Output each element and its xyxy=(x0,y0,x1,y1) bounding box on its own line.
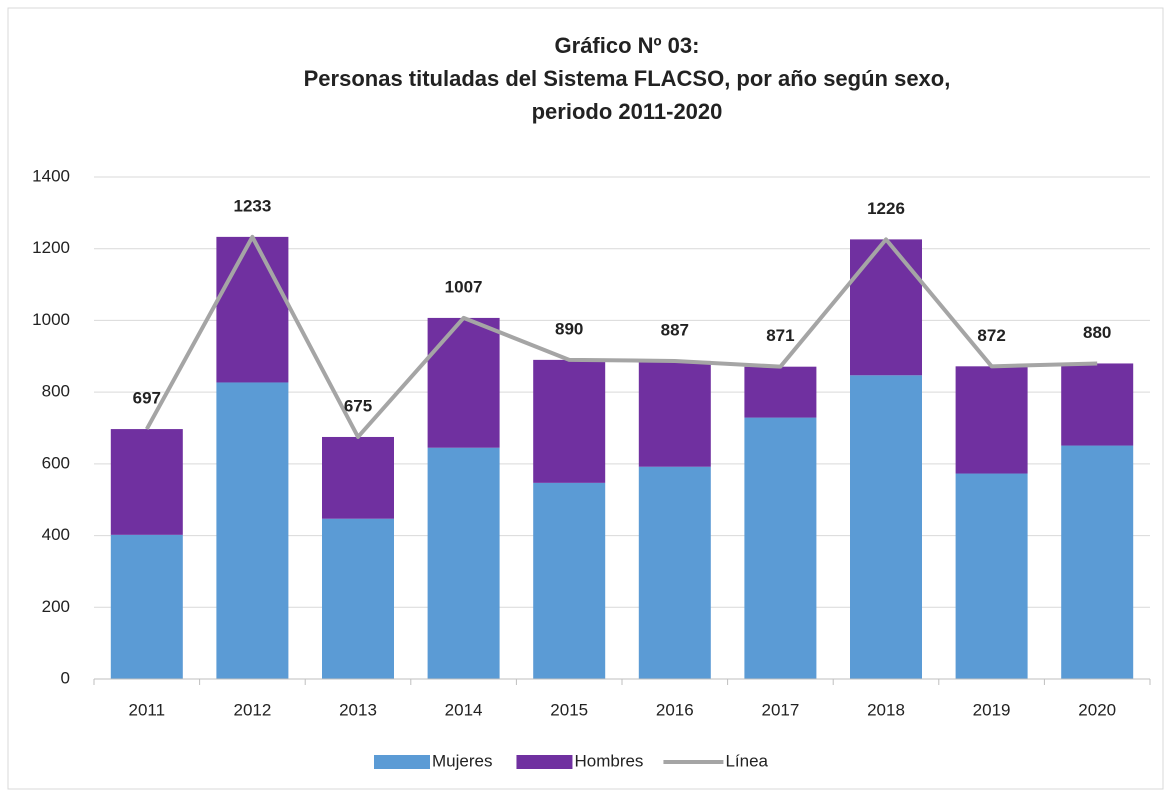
y-tick-label: 600 xyxy=(42,453,70,472)
bar-segment xyxy=(744,417,817,679)
legend-label: Línea xyxy=(725,751,768,770)
bar-segment xyxy=(1061,445,1134,679)
bar-segment xyxy=(744,366,817,418)
bar-segment xyxy=(1061,363,1134,446)
bar-segment xyxy=(322,436,394,519)
data-label: 1226 xyxy=(867,199,905,218)
data-label: 887 xyxy=(661,320,689,339)
bar-segment xyxy=(216,382,289,679)
legend-swatch xyxy=(516,755,573,769)
y-tick-label: 400 xyxy=(42,525,70,544)
data-label: 890 xyxy=(555,319,583,338)
y-tick-label: 800 xyxy=(42,382,70,401)
chart-title: Personas tituladas del Sistema FLACSO, p… xyxy=(304,66,951,91)
chart-title: Gráfico Nº 03: xyxy=(555,33,700,58)
bar-segment xyxy=(850,239,922,376)
x-tick-label: 2011 xyxy=(129,700,166,719)
bar-segment xyxy=(850,375,922,679)
legend-swatch xyxy=(374,755,430,769)
x-tick-label: 2020 xyxy=(1078,700,1116,719)
bar-segment xyxy=(216,236,289,383)
y-tick-label: 1000 xyxy=(32,310,70,329)
bar-segment xyxy=(322,518,394,679)
y-tick-label: 200 xyxy=(42,597,70,616)
y-tick-label: 0 xyxy=(61,668,70,687)
x-tick-label: 2012 xyxy=(233,700,271,719)
x-tick-label: 2018 xyxy=(867,700,905,719)
bar-segment xyxy=(533,359,606,483)
x-tick-label: 2016 xyxy=(656,700,694,719)
x-tick-label: 2014 xyxy=(445,700,483,719)
x-tick-label: 2017 xyxy=(761,700,799,719)
chart-title: periodo 2011-2020 xyxy=(532,99,723,124)
y-tick-label: 1400 xyxy=(32,166,70,185)
bar-segment xyxy=(638,360,711,467)
x-tick-label: 2015 xyxy=(550,700,588,719)
legend-label: Hombres xyxy=(574,751,643,770)
x-tick-label: 2019 xyxy=(973,700,1011,719)
legend-label: Mujeres xyxy=(432,751,492,770)
data-label: 872 xyxy=(977,326,1005,345)
bar-segment xyxy=(955,366,1028,474)
data-label: 880 xyxy=(1083,323,1111,342)
data-label: 675 xyxy=(344,396,372,415)
bar-segment xyxy=(427,317,500,448)
data-label: 871 xyxy=(766,326,794,345)
bar-segment xyxy=(533,482,606,679)
bar-segment xyxy=(110,534,183,679)
x-tick-label: 2013 xyxy=(339,700,377,719)
bar-segment xyxy=(955,473,1028,679)
bar-segment xyxy=(427,447,500,679)
data-label: 1233 xyxy=(233,196,271,215)
line-series xyxy=(145,234,1098,439)
y-tick-label: 1200 xyxy=(32,238,70,257)
bar-segment xyxy=(110,429,183,535)
bar-segment xyxy=(638,466,711,679)
data-label: 697 xyxy=(133,389,161,408)
data-label: 1007 xyxy=(445,277,483,296)
